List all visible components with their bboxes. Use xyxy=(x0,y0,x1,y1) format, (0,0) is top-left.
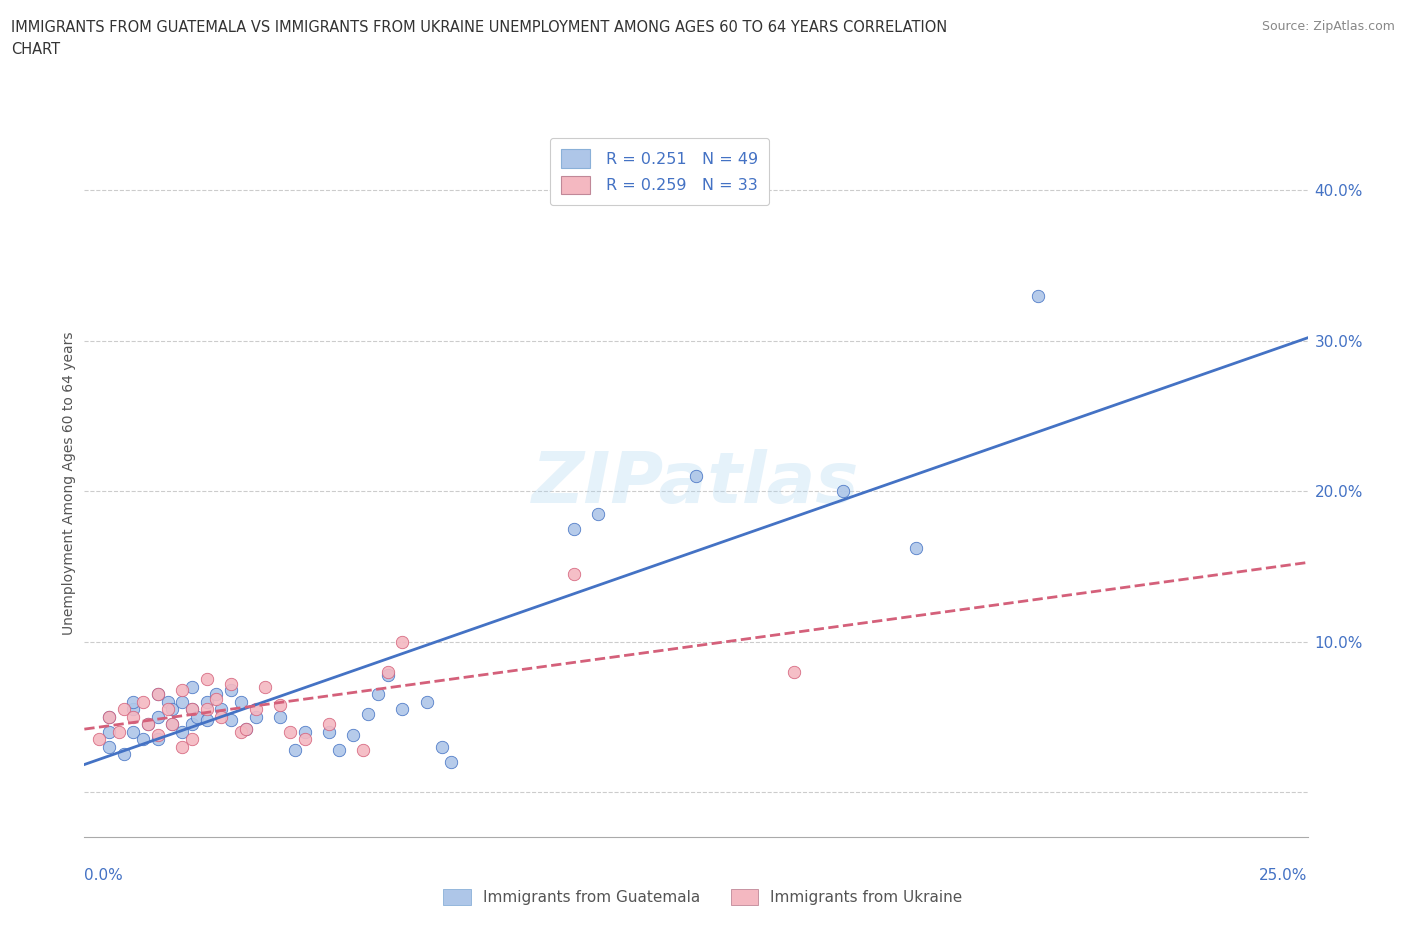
Point xyxy=(205,686,228,701)
Point xyxy=(162,717,184,732)
Point xyxy=(146,727,169,742)
Text: Source: ZipAtlas.com: Source: ZipAtlas.com xyxy=(1261,20,1395,33)
Point xyxy=(136,717,159,732)
Point xyxy=(122,710,145,724)
Point xyxy=(685,469,707,484)
Point xyxy=(562,522,585,537)
Point xyxy=(783,664,806,679)
Text: 0.0%: 0.0% xyxy=(84,868,124,883)
Point xyxy=(156,702,179,717)
Point xyxy=(146,732,169,747)
Point xyxy=(107,724,129,739)
Point xyxy=(146,710,169,724)
Point xyxy=(172,694,194,709)
Point xyxy=(562,566,585,581)
Point xyxy=(831,484,853,498)
Point xyxy=(181,702,204,717)
Point xyxy=(586,506,609,521)
Point xyxy=(284,742,307,757)
Point xyxy=(195,671,218,686)
Point xyxy=(219,676,242,691)
Point xyxy=(97,724,120,739)
Point xyxy=(219,712,242,727)
Point xyxy=(122,694,145,709)
Point xyxy=(209,710,232,724)
Point xyxy=(294,732,316,747)
Point xyxy=(318,717,340,732)
Point xyxy=(278,724,301,739)
Point xyxy=(87,732,110,747)
Point xyxy=(367,686,389,701)
Text: IMMIGRANTS FROM GUATEMALA VS IMMIGRANTS FROM UKRAINE UNEMPLOYMENT AMONG AGES 60 : IMMIGRANTS FROM GUATEMALA VS IMMIGRANTS … xyxy=(11,20,948,35)
Point xyxy=(181,679,204,694)
Point xyxy=(219,683,242,698)
Point xyxy=(172,739,194,754)
Text: 25.0%: 25.0% xyxy=(1260,868,1308,883)
Point xyxy=(136,717,159,732)
Point xyxy=(181,732,204,747)
Point xyxy=(254,679,277,694)
Point xyxy=(122,724,145,739)
Legend: Immigrants from Guatemala, Immigrants from Ukraine: Immigrants from Guatemala, Immigrants fr… xyxy=(436,882,970,913)
Point xyxy=(97,710,120,724)
Point xyxy=(122,702,145,717)
Point xyxy=(1028,288,1050,303)
Point xyxy=(132,694,155,709)
Legend: R = 0.251   N = 49, R = 0.259   N = 33: R = 0.251 N = 49, R = 0.259 N = 33 xyxy=(550,139,769,206)
Point xyxy=(205,691,228,706)
Point xyxy=(391,702,413,717)
Point xyxy=(172,683,194,698)
Point xyxy=(181,717,204,732)
Point xyxy=(156,694,179,709)
Text: CHART: CHART xyxy=(11,42,60,57)
Point xyxy=(146,686,169,701)
Point xyxy=(146,686,169,701)
Point xyxy=(905,541,928,556)
Text: ZIPatlas: ZIPatlas xyxy=(533,449,859,518)
Point xyxy=(229,694,252,709)
Point xyxy=(430,739,453,754)
Point xyxy=(245,702,267,717)
Y-axis label: Unemployment Among Ages 60 to 64 years: Unemployment Among Ages 60 to 64 years xyxy=(62,332,76,635)
Point xyxy=(229,724,252,739)
Point xyxy=(357,706,380,721)
Point xyxy=(377,664,399,679)
Point xyxy=(162,717,184,732)
Point xyxy=(172,724,194,739)
Point xyxy=(186,710,208,724)
Point xyxy=(97,739,120,754)
Point xyxy=(269,698,291,712)
Point xyxy=(440,754,463,769)
Point xyxy=(342,727,364,742)
Point xyxy=(416,694,439,709)
Point xyxy=(195,712,218,727)
Point xyxy=(112,747,135,762)
Point xyxy=(209,702,232,717)
Point xyxy=(352,742,374,757)
Point xyxy=(195,694,218,709)
Point xyxy=(377,667,399,682)
Point xyxy=(97,710,120,724)
Point xyxy=(318,724,340,739)
Point xyxy=(235,722,257,737)
Point xyxy=(269,710,291,724)
Point xyxy=(245,710,267,724)
Point xyxy=(181,702,204,717)
Point xyxy=(294,724,316,739)
Point xyxy=(391,634,413,649)
Point xyxy=(112,702,135,717)
Point xyxy=(162,702,184,717)
Point xyxy=(328,742,350,757)
Point xyxy=(132,732,155,747)
Point xyxy=(195,702,218,717)
Point xyxy=(235,722,257,737)
